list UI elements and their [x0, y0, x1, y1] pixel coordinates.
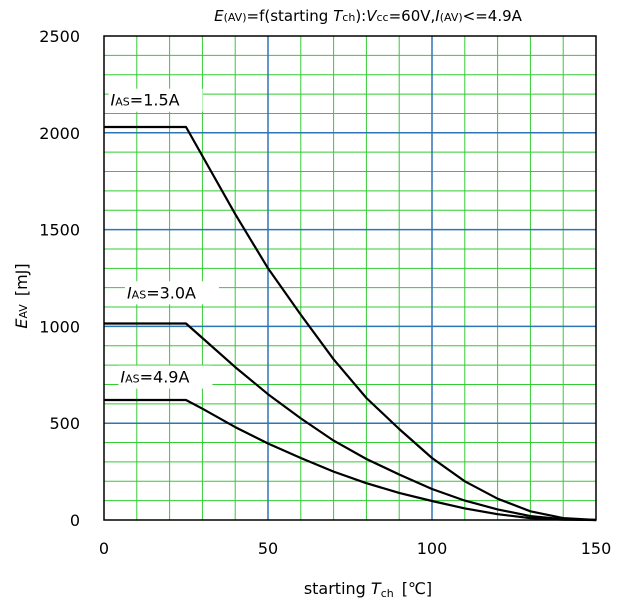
plot-frame: [103, 35, 597, 521]
title-e-sub: (AV): [224, 11, 247, 24]
ylabel-e: E: [12, 318, 31, 329]
x-tick-label: 0: [99, 539, 109, 558]
series-line-2: [104, 322, 597, 522]
title-sep: ):: [355, 7, 366, 25]
y-tick-label: 0: [70, 511, 80, 530]
y-axis-label: EAV [mJ]: [12, 263, 31, 328]
x-axis-label: starting Tch [℃]: [304, 579, 432, 600]
curves: [104, 125, 597, 522]
x-tick-label: 50: [258, 539, 278, 558]
y-tick-label: 500: [49, 414, 80, 433]
title-mid: =f(starting: [247, 7, 334, 25]
xlabel-pre: starting: [304, 579, 371, 598]
title-v-sub: cc: [376, 11, 388, 24]
xlabel-sub: ch: [381, 587, 394, 600]
annotations: IAS=1.5A IAS=3.0A IAS=4.9A: [108, 88, 219, 389]
xlabel-t: T: [371, 579, 382, 598]
title-i-sub: (AV): [440, 11, 463, 24]
series-label-bg: [108, 88, 203, 112]
x-tick-label: 100: [417, 539, 448, 558]
series-line-1: [104, 125, 597, 522]
ylabel-sub: AV: [17, 304, 30, 319]
series-line-3: [104, 398, 597, 522]
xlabel-unit: [℃]: [402, 579, 432, 598]
x-tick-label: 150: [581, 539, 612, 558]
ylabel-unit: [mJ]: [12, 263, 31, 296]
y-tick-label: 2000: [39, 124, 80, 143]
title-ival: <=4.9A: [463, 7, 523, 25]
title-v: V: [366, 7, 378, 25]
series-label-3: IAS=4.9A: [120, 368, 189, 387]
chart-title: E(AV)=f(starting Tch):Vcc=60V,I(AV)<=4.9…: [214, 7, 523, 25]
title-t: T: [333, 7, 344, 25]
y-tick-label: 1500: [39, 221, 80, 240]
title-i: I: [435, 7, 440, 25]
y-tick-label: 1000: [39, 317, 80, 336]
title-vval: =60V,: [389, 7, 436, 25]
series-label-bg: [118, 365, 213, 389]
series-label-bg: [124, 281, 219, 305]
series-label-2: IAS=3.0A: [127, 283, 196, 302]
grid: [104, 36, 596, 520]
title-e: E: [214, 7, 224, 25]
series-label-1: IAS=1.5A: [111, 91, 180, 110]
title-t-sub: ch: [342, 11, 355, 24]
y-tick-label: 2500: [39, 27, 80, 46]
